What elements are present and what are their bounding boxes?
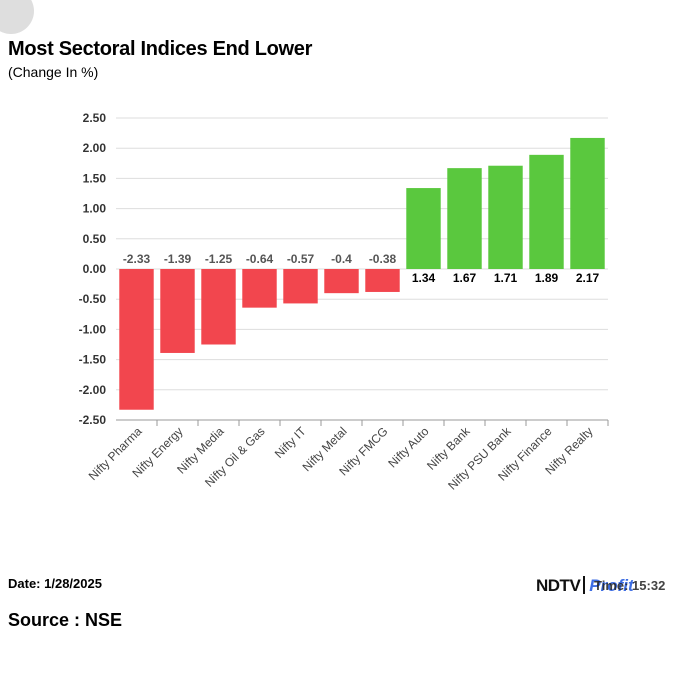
bar (365, 269, 400, 292)
brand-ndtv: NDTV (536, 576, 581, 595)
bar (201, 269, 236, 345)
data-label: 1.89 (535, 271, 559, 285)
data-label: -1.25 (205, 252, 233, 266)
bar-chart: 2.50 2.00 1.50 1.00 0.50 0.00 -0.50 -1.00 -1.50 -… (79, 111, 609, 493)
category-label: Nifty IT (272, 424, 309, 461)
data-label: 1.34 (412, 271, 436, 285)
y-tick-label: 1.00 (83, 202, 107, 216)
data-label: -0.57 (287, 252, 315, 266)
date-label: Date: 1/28/2025 (8, 576, 102, 591)
bar (488, 165, 523, 269)
data-label: 2.17 (576, 271, 600, 285)
chart-title: Most Sectoral Indices End Lower (8, 38, 313, 60)
bar (119, 269, 154, 410)
brand-profit: Profit (589, 576, 634, 595)
data-label: -1.39 (164, 252, 192, 266)
y-tick-label: -1.50 (79, 353, 107, 367)
bar (324, 269, 359, 294)
bar (160, 269, 195, 353)
data-label: -2.33 (123, 252, 151, 266)
bar (406, 188, 441, 269)
bar (283, 269, 318, 304)
brand-separator (583, 576, 586, 594)
y-tick-label: -2.50 (79, 413, 107, 427)
bar (447, 168, 482, 269)
y-tick-label: 0.00 (83, 262, 107, 276)
bar (570, 137, 605, 269)
y-tick-label: -2.00 (79, 383, 107, 397)
source-label: Source : NSE (8, 610, 123, 630)
y-tick-label: 2.00 (83, 141, 107, 155)
data-label: 1.71 (494, 271, 518, 285)
data-label: -0.38 (369, 252, 397, 266)
brand-time: Time: 15:32 (594, 578, 666, 593)
y-tick-label: 0.50 (83, 232, 107, 246)
y-tick-label: 1.50 (83, 171, 107, 185)
y-tick-label: -0.50 (79, 292, 107, 306)
chart-subtitle: (Change In %) (8, 64, 99, 80)
ndtv-profit-logo: NDTV Profit Time: 15:32 (536, 576, 665, 600)
y-tick-label: -1.00 (79, 322, 107, 336)
data-label: -0.4 (331, 252, 352, 266)
data-label: 1.67 (453, 271, 477, 285)
y-tick-label: 2.50 (83, 111, 107, 125)
bar (242, 269, 277, 308)
data-label: -0.64 (246, 252, 274, 266)
bar (529, 154, 564, 269)
